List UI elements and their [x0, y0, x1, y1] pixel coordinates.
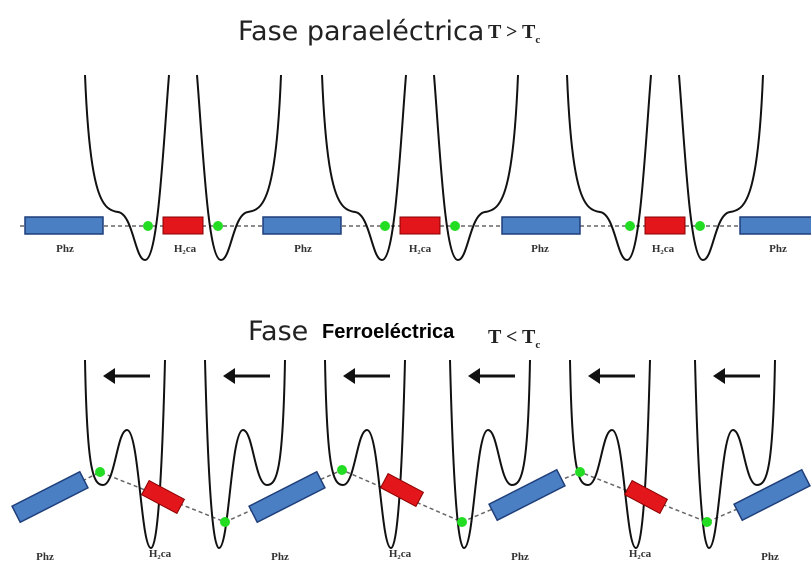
- potential-well: [569, 359, 651, 550]
- chain-line: [44, 469, 771, 523]
- molecule-label: H₂ca: [389, 548, 412, 560]
- proton: [695, 221, 705, 231]
- proton: [625, 221, 635, 231]
- potential-well: [204, 359, 286, 550]
- h2ca-molecule: [379, 472, 425, 508]
- h2ca-molecule: [644, 216, 686, 235]
- phz-molecule: [248, 470, 326, 524]
- potential-well: [566, 74, 652, 262]
- potential-well: [694, 359, 776, 550]
- phz-molecule: [24, 216, 104, 235]
- proton: [380, 221, 390, 231]
- arrow-head: [468, 368, 480, 384]
- molecule-label: H₂ca: [629, 548, 652, 560]
- arrow-head: [713, 368, 725, 384]
- top-title: Fase paraeléctrica: [238, 16, 484, 47]
- condition-subscript: c: [535, 34, 540, 46]
- potential-well: [84, 359, 166, 550]
- molecule-label: Phz: [761, 551, 779, 563]
- molecule-label: Phz: [511, 551, 529, 563]
- potential-well: [321, 74, 407, 262]
- phz-molecule: [501, 216, 581, 235]
- proton: [450, 221, 460, 231]
- phz-molecule: [262, 216, 342, 235]
- proton: [457, 517, 467, 527]
- proton: [213, 221, 223, 231]
- arrow-head: [343, 368, 355, 384]
- phz-molecule: [733, 468, 811, 522]
- molecule-label: Phz: [36, 551, 54, 563]
- phz-molecule: [488, 468, 566, 522]
- potential-well: [449, 359, 531, 550]
- bottom-title-word: Fase: [248, 316, 308, 347]
- molecule-label: Phz: [56, 243, 74, 255]
- h2ca-molecule: [623, 479, 669, 515]
- h2ca-molecule: [399, 216, 441, 235]
- proton: [575, 467, 585, 477]
- proton: [220, 517, 230, 527]
- molecule-label: Phz: [271, 551, 289, 563]
- proton: [143, 221, 153, 231]
- condition-subscript: c: [535, 339, 540, 351]
- potential-well: [84, 74, 170, 262]
- phz-molecule: [739, 216, 811, 235]
- molecule-label: Phz: [294, 243, 312, 255]
- bottom-title-highlight: Ferroeléctrica: [322, 321, 455, 343]
- bottom-condition: T < Tc: [488, 326, 540, 351]
- arrow-head: [103, 368, 115, 384]
- molecule-label: H₂ca: [149, 548, 172, 560]
- arrow-head: [588, 368, 600, 384]
- potential-well: [433, 74, 519, 262]
- proton: [337, 465, 347, 475]
- h2ca-molecule: [140, 479, 186, 515]
- potential-well: [196, 74, 282, 262]
- phz-molecule: [11, 470, 89, 524]
- condition-text: T < T: [488, 326, 536, 348]
- molecule-label: H₂ca: [652, 243, 675, 255]
- molecule-label: Phz: [769, 243, 787, 255]
- molecule-label: H₂ca: [409, 243, 432, 255]
- proton: [702, 517, 712, 527]
- potential-well: [678, 74, 764, 262]
- molecule-label: Phz: [531, 243, 549, 255]
- condition-text: T > T: [488, 21, 536, 43]
- potential-well: [324, 359, 406, 550]
- h2ca-molecule: [162, 216, 204, 235]
- molecule-label: H₂ca: [174, 243, 197, 255]
- top-condition: T > Tc: [488, 21, 540, 46]
- arrow-head: [223, 368, 235, 384]
- proton: [95, 467, 105, 477]
